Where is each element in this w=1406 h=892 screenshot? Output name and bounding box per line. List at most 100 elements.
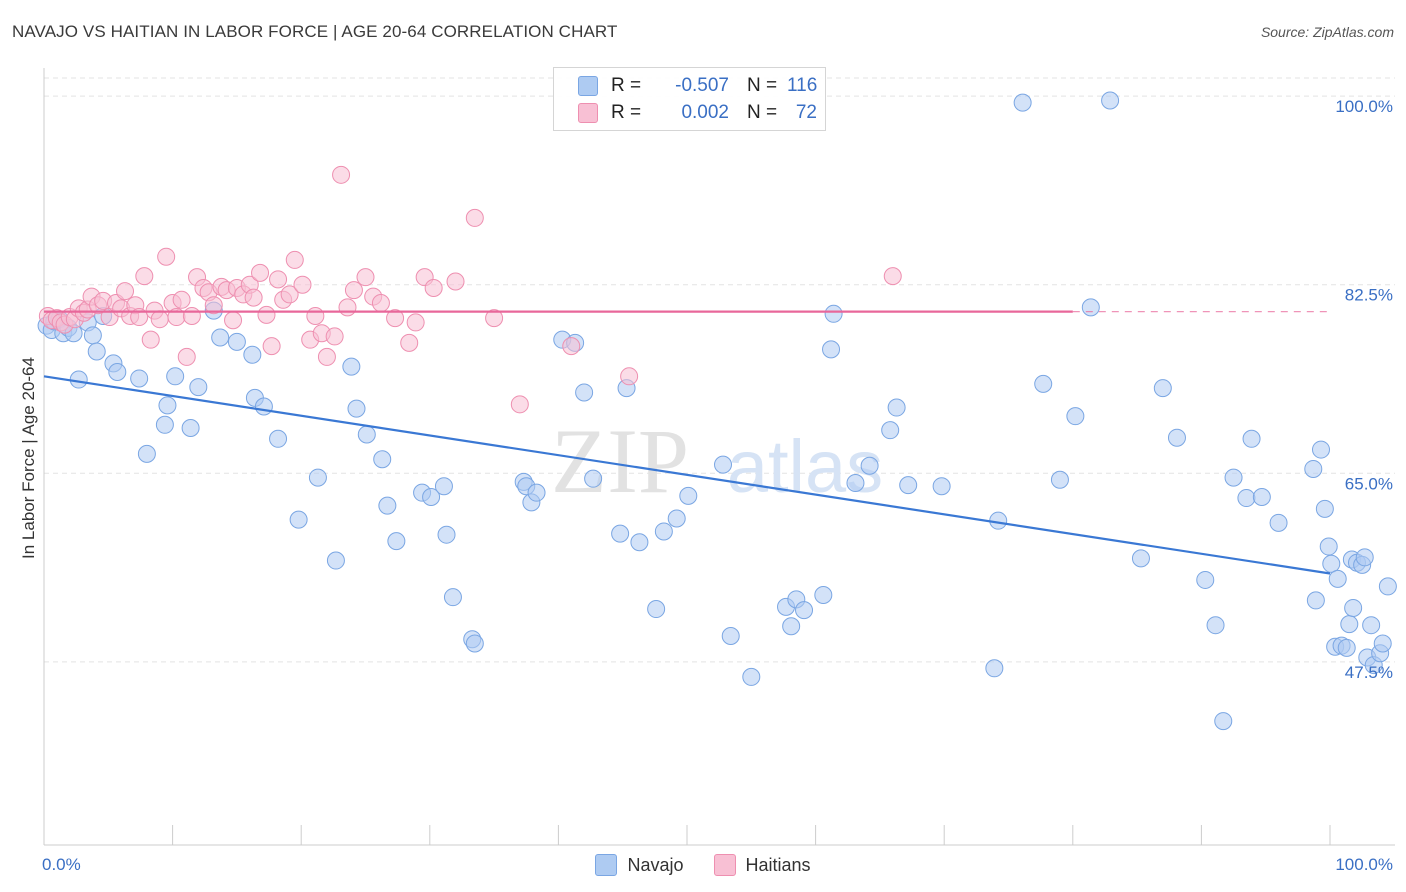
- data-point-navajo: [679, 486, 698, 505]
- data-point-navajo: [357, 425, 376, 444]
- data-point-navajo: [575, 383, 594, 402]
- data-point-navajo: [137, 444, 156, 463]
- axes: [43, 68, 1395, 846]
- y-tick-label: 82.5%: [1345, 286, 1393, 305]
- data-point-haitians: [269, 270, 288, 289]
- data-point-navajo: [1304, 459, 1323, 478]
- data-point-navajo: [1315, 499, 1334, 518]
- data-point-navajo: [1081, 298, 1100, 317]
- data-points: [37, 91, 1397, 731]
- data-point-navajo: [985, 659, 1004, 678]
- data-point-navajo: [422, 487, 441, 506]
- data-point-navajo: [83, 326, 102, 345]
- data-point-haitians: [406, 313, 425, 332]
- legend-r-label: R =: [611, 75, 642, 96]
- data-point-navajo: [1224, 468, 1243, 487]
- data-point-navajo: [881, 421, 900, 440]
- legend-n-value-haitians: 72: [795, 102, 817, 123]
- data-point-haitians: [424, 278, 443, 297]
- data-point-haitians: [400, 333, 419, 352]
- trend-line-navajo: [43, 375, 1331, 575]
- data-point-navajo: [1101, 91, 1120, 110]
- data-point-navajo: [1206, 616, 1225, 635]
- legend-swatch-navajo: [578, 76, 598, 96]
- data-point-navajo: [846, 473, 865, 492]
- data-point-haitians: [317, 347, 336, 366]
- data-point-navajo: [1050, 470, 1069, 489]
- data-point-navajo: [387, 532, 406, 551]
- data-point-haitians: [141, 330, 160, 349]
- series-legend: Navajo Haitians: [0, 852, 1406, 878]
- data-point-navajo: [166, 367, 185, 386]
- data-point-haitians: [257, 305, 276, 324]
- data-point-navajo: [289, 510, 308, 529]
- data-point-navajo: [1311, 440, 1330, 459]
- data-point-haitians: [446, 272, 465, 291]
- legend-r-value-navajo: -0.507: [675, 75, 729, 96]
- source-label: Source: ZipAtlas.com: [1260, 24, 1394, 40]
- trend-lines: [43, 310, 1331, 575]
- data-point-navajo: [443, 588, 462, 607]
- data-point-navajo: [824, 304, 843, 323]
- data-point-haitians: [116, 282, 135, 301]
- data-point-haitians: [285, 250, 304, 269]
- data-point-navajo: [1269, 513, 1288, 532]
- data-point-haitians: [344, 281, 363, 300]
- data-point-haitians: [280, 285, 299, 304]
- data-point-navajo: [189, 378, 208, 397]
- data-point-navajo: [932, 477, 951, 496]
- watermark-zip: ZIP: [551, 410, 689, 512]
- data-point-navajo: [1066, 407, 1085, 426]
- data-point-navajo: [465, 634, 484, 653]
- data-point-navajo: [1344, 598, 1363, 617]
- legend-row-navajo: R = -0.507 N = 116: [578, 73, 817, 99]
- y-tick-label: 65.0%: [1345, 474, 1393, 493]
- watermark-atlas: atlas: [727, 425, 883, 508]
- data-point-navajo: [342, 357, 361, 376]
- data-point-navajo: [584, 469, 603, 488]
- data-point-navajo: [647, 600, 666, 619]
- data-point-navajo: [227, 332, 246, 351]
- data-point-navajo: [1242, 429, 1261, 448]
- data-point-navajo: [721, 626, 740, 645]
- data-point-navajo: [1034, 374, 1053, 393]
- data-point-navajo: [155, 415, 174, 434]
- data-point-haitians: [244, 288, 263, 307]
- data-point-navajo: [1237, 489, 1256, 508]
- data-point-haitians: [883, 267, 902, 286]
- x-tick-label: 100.0%: [1335, 855, 1393, 874]
- data-point-navajo: [1322, 554, 1341, 573]
- data-point-navajo: [181, 419, 200, 438]
- legend-n-label: N =: [747, 102, 778, 123]
- data-point-navajo: [860, 456, 879, 475]
- data-point-navajo: [69, 370, 88, 389]
- series-legend-haitians[interactable]: Haitians: [713, 854, 811, 876]
- data-point-navajo: [1319, 537, 1338, 556]
- data-point-navajo: [1167, 428, 1186, 447]
- data-point-navajo: [1013, 93, 1032, 112]
- data-point-haitians: [251, 263, 270, 282]
- data-point-haitians: [177, 347, 196, 366]
- data-point-haitians: [485, 309, 504, 328]
- series-legend-navajo[interactable]: Navajo: [595, 854, 684, 876]
- data-point-navajo: [108, 362, 127, 381]
- y-axis-label: In Labor Force | Age 20-64: [19, 357, 38, 559]
- data-point-navajo: [87, 342, 106, 361]
- data-point-navajo: [814, 586, 833, 605]
- data-point-haitians: [356, 268, 375, 287]
- data-point-haitians: [510, 395, 529, 414]
- data-point-navajo: [308, 468, 327, 487]
- data-point-navajo: [437, 525, 456, 544]
- legend-row-haitians: R = 0.002 N = 72: [578, 100, 817, 126]
- gridlines: [44, 77, 1395, 663]
- data-point-navajo: [1355, 548, 1374, 567]
- legend-r-label: R =: [611, 102, 642, 123]
- data-point-haitians: [204, 296, 223, 315]
- data-point-navajo: [1131, 549, 1150, 568]
- data-point-haitians: [332, 165, 351, 184]
- data-point-navajo: [254, 397, 273, 416]
- data-point-haitians: [386, 309, 405, 328]
- data-point-navajo: [782, 617, 801, 636]
- data-point-navajo: [269, 429, 288, 448]
